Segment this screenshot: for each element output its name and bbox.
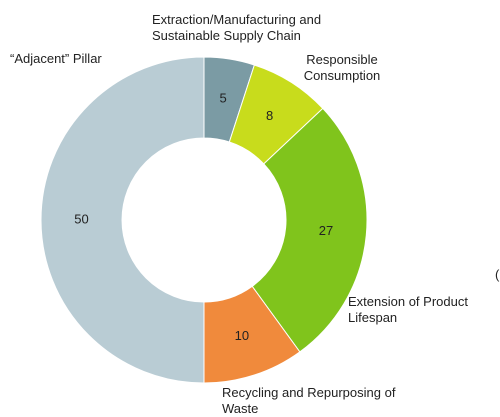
- value-label: 10: [235, 328, 249, 343]
- value-label: 27: [319, 223, 333, 238]
- category-label: Recycling and Repurposing of Waste: [222, 385, 396, 416]
- annotation: (: [495, 267, 500, 282]
- category-label: Extraction/Manufacturing and Sustainable…: [152, 12, 322, 43]
- category-label: Responsible Consumption: [303, 52, 381, 83]
- category-label: Extension of Product Lifespan: [348, 294, 468, 325]
- category-label: “Adjacent” Pillar: [10, 51, 102, 66]
- value-label: 8: [266, 108, 273, 123]
- value-label: 50: [74, 211, 88, 226]
- donut-slice: [251, 107, 368, 353]
- donut-slice: [40, 56, 205, 384]
- value-label: 5: [220, 90, 227, 105]
